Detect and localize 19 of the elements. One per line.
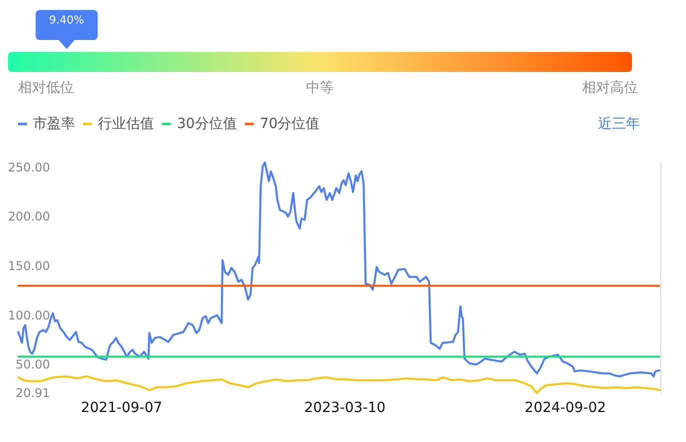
y-tick-label: 20.91 bbox=[16, 386, 50, 400]
y-tick-label: 50.00 bbox=[16, 358, 50, 372]
data-label: 9.40% bbox=[49, 14, 84, 26]
legend-label: 70分位值 bbox=[260, 116, 320, 132]
y-tick-label: 100.00 bbox=[8, 308, 50, 322]
legend-label: 行业估值 bbox=[98, 116, 154, 132]
y-tick-label: 250.00 bbox=[8, 160, 50, 174]
text: 近三年 bbox=[598, 116, 640, 132]
legend-label: 市盈率 bbox=[33, 116, 75, 132]
text: 相对高位 bbox=[582, 80, 638, 96]
y-tick-label: 200.00 bbox=[8, 210, 50, 224]
gauge-pointer: 9.40% bbox=[36, 10, 98, 49]
x-tick-label: 2024-09-02 bbox=[524, 400, 606, 416]
x-tick-label: 2021-09-07 bbox=[80, 400, 162, 416]
text: 中等 bbox=[306, 80, 334, 96]
x-tick-label: 2023-03-10 bbox=[304, 400, 386, 416]
legend-label: 30分位值 bbox=[177, 116, 237, 132]
y-tick-label: 150.00 bbox=[8, 258, 50, 273]
text: 相对低位 bbox=[18, 80, 74, 96]
